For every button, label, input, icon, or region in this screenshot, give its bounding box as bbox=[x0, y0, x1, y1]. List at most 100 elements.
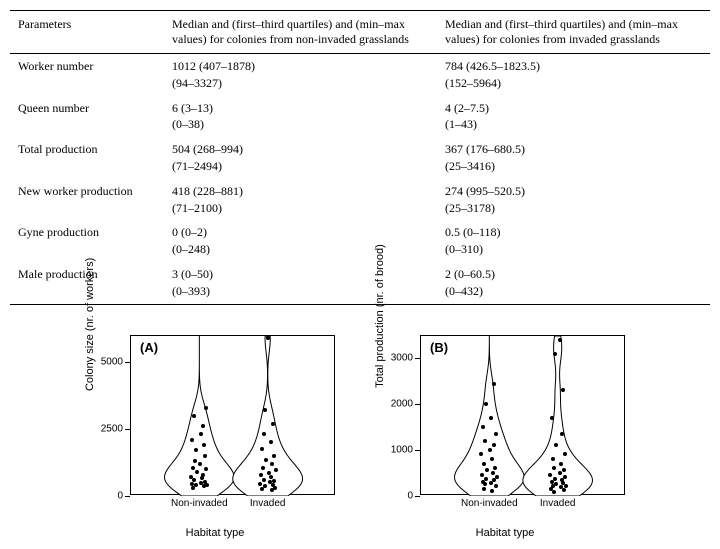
chart-b-wrap: Total production (nr. of brood) (B) 0100… bbox=[375, 325, 635, 539]
data-point bbox=[262, 478, 266, 482]
table-row: Queen number 6 (3–13)(0–38) 4 (2–7.5)(1–… bbox=[10, 96, 710, 138]
noninvaded-cell: 418 (228–881)(71–2100) bbox=[164, 179, 437, 221]
data-point bbox=[552, 490, 556, 494]
data-point bbox=[480, 473, 484, 477]
data-point bbox=[559, 462, 563, 466]
y-tick bbox=[415, 450, 420, 451]
data-point bbox=[190, 482, 194, 486]
y-tick bbox=[125, 496, 130, 497]
data-point bbox=[553, 477, 557, 481]
data-point bbox=[261, 466, 265, 470]
data-point bbox=[553, 352, 557, 356]
data-point bbox=[264, 458, 268, 462]
x-tick-label: Invaded bbox=[250, 498, 286, 509]
data-point bbox=[198, 462, 202, 466]
data-point bbox=[201, 473, 205, 477]
data-point bbox=[552, 466, 556, 470]
data-point bbox=[267, 471, 271, 475]
data-point bbox=[563, 452, 567, 456]
data-point bbox=[269, 440, 273, 444]
noninvaded-cell: 6 (3–13)(0–38) bbox=[164, 96, 437, 138]
data-point bbox=[548, 473, 552, 477]
table-row: New worker production 418 (228–881)(71–2… bbox=[10, 179, 710, 221]
table-row: Worker number 1012 (407–1878)(94–3327) 7… bbox=[10, 54, 710, 96]
data-point bbox=[490, 457, 494, 461]
data-point bbox=[550, 416, 554, 420]
table-row: Gyne production 0 (0–2)(0–248) 0.5 (0–11… bbox=[10, 220, 710, 262]
chart-a-xlabel: Habitat type bbox=[186, 527, 245, 539]
data-point bbox=[195, 470, 199, 474]
data-point bbox=[492, 382, 496, 386]
x-tick-label: Non-invaded bbox=[461, 498, 518, 509]
data-point bbox=[481, 425, 485, 429]
data-point bbox=[272, 479, 276, 483]
data-point bbox=[193, 459, 197, 463]
data-point bbox=[201, 424, 205, 428]
data-point bbox=[495, 475, 499, 479]
data-point bbox=[191, 466, 195, 470]
noninvaded-cell: 1012 (407–1878)(94–3327) bbox=[164, 54, 437, 96]
param-cell: Total production bbox=[10, 137, 164, 179]
data-point bbox=[203, 454, 207, 458]
chart-b: Total production (nr. of brood) (B) 0100… bbox=[375, 325, 635, 525]
data-point bbox=[489, 416, 493, 420]
data-point bbox=[492, 443, 496, 447]
data-point bbox=[194, 448, 198, 452]
y-tick bbox=[125, 429, 130, 430]
data-point bbox=[271, 483, 275, 487]
col-header-2: Median and (first–third quartiles) and (… bbox=[437, 11, 710, 54]
data-point bbox=[258, 482, 262, 486]
data-point bbox=[200, 476, 204, 480]
noninvaded-cell: 504 (268–994)(71–2494) bbox=[164, 137, 437, 179]
data-point bbox=[482, 487, 486, 491]
invaded-cell: 784 (426.5–1823.5)(152–5964) bbox=[437, 54, 710, 96]
param-cell: Queen number bbox=[10, 96, 164, 138]
data-point bbox=[558, 338, 562, 342]
data-point bbox=[192, 414, 196, 418]
data-point bbox=[260, 447, 264, 451]
data-point bbox=[561, 388, 565, 392]
data-point bbox=[190, 438, 194, 442]
data-point bbox=[484, 477, 488, 481]
y-tick-label: 2500 bbox=[101, 423, 123, 434]
data-point bbox=[554, 482, 558, 486]
data-point bbox=[272, 454, 276, 458]
data-point bbox=[562, 488, 566, 492]
noninvaded-cell: 0 (0–2)(0–248) bbox=[164, 220, 437, 262]
y-tick bbox=[415, 404, 420, 405]
data-point bbox=[202, 443, 206, 447]
data-point bbox=[564, 484, 568, 488]
data-point bbox=[274, 468, 278, 472]
y-tick-label: 5000 bbox=[101, 357, 123, 368]
y-tick bbox=[415, 358, 420, 359]
table-row: Male production 3 (0–50)(0–393) 2 (0–60.… bbox=[10, 262, 710, 304]
data-point bbox=[271, 422, 275, 426]
data-point bbox=[491, 471, 495, 475]
table-row: Total production 504 (268–994)(71–2494) … bbox=[10, 137, 710, 179]
invaded-cell: 4 (2–7.5)(1–43) bbox=[437, 96, 710, 138]
data-point bbox=[484, 402, 488, 406]
data-point bbox=[563, 475, 567, 479]
violin-svg bbox=[131, 336, 336, 496]
data-point bbox=[259, 473, 263, 477]
chart-a-plot-area: 025005000Non-invadedInvaded bbox=[130, 335, 335, 495]
data-point bbox=[204, 467, 208, 471]
violin-svg bbox=[421, 336, 626, 496]
noninvaded-cell: 3 (0–50)(0–393) bbox=[164, 262, 437, 304]
x-tick-label: Non-invaded bbox=[171, 498, 228, 509]
data-point bbox=[189, 475, 193, 479]
data-point bbox=[204, 406, 208, 410]
charts-row: Colony size (nr. of workers) (A) 0250050… bbox=[10, 325, 710, 539]
y-tick-label: 0 bbox=[117, 490, 123, 501]
invaded-cell: 367 (176–680.5)(25–3416) bbox=[437, 137, 710, 179]
col-header-1: Median and (first–third quartiles) and (… bbox=[164, 11, 437, 54]
data-point bbox=[479, 452, 483, 456]
x-tick-label: Invaded bbox=[540, 498, 576, 509]
data-point bbox=[488, 448, 492, 452]
data-point bbox=[192, 478, 196, 482]
data-point bbox=[560, 432, 564, 436]
data-point bbox=[551, 457, 555, 461]
data-point bbox=[494, 484, 498, 488]
data-point bbox=[483, 439, 487, 443]
chart-a: Colony size (nr. of workers) (A) 0250050… bbox=[85, 325, 345, 525]
